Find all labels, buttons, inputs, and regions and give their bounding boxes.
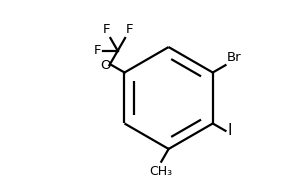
- Text: F: F: [102, 24, 110, 36]
- Text: F: F: [126, 24, 133, 36]
- Text: O: O: [100, 59, 111, 72]
- Text: F: F: [94, 44, 101, 57]
- Text: I: I: [227, 123, 232, 138]
- Text: Br: Br: [226, 51, 241, 64]
- Text: CH₃: CH₃: [150, 165, 173, 178]
